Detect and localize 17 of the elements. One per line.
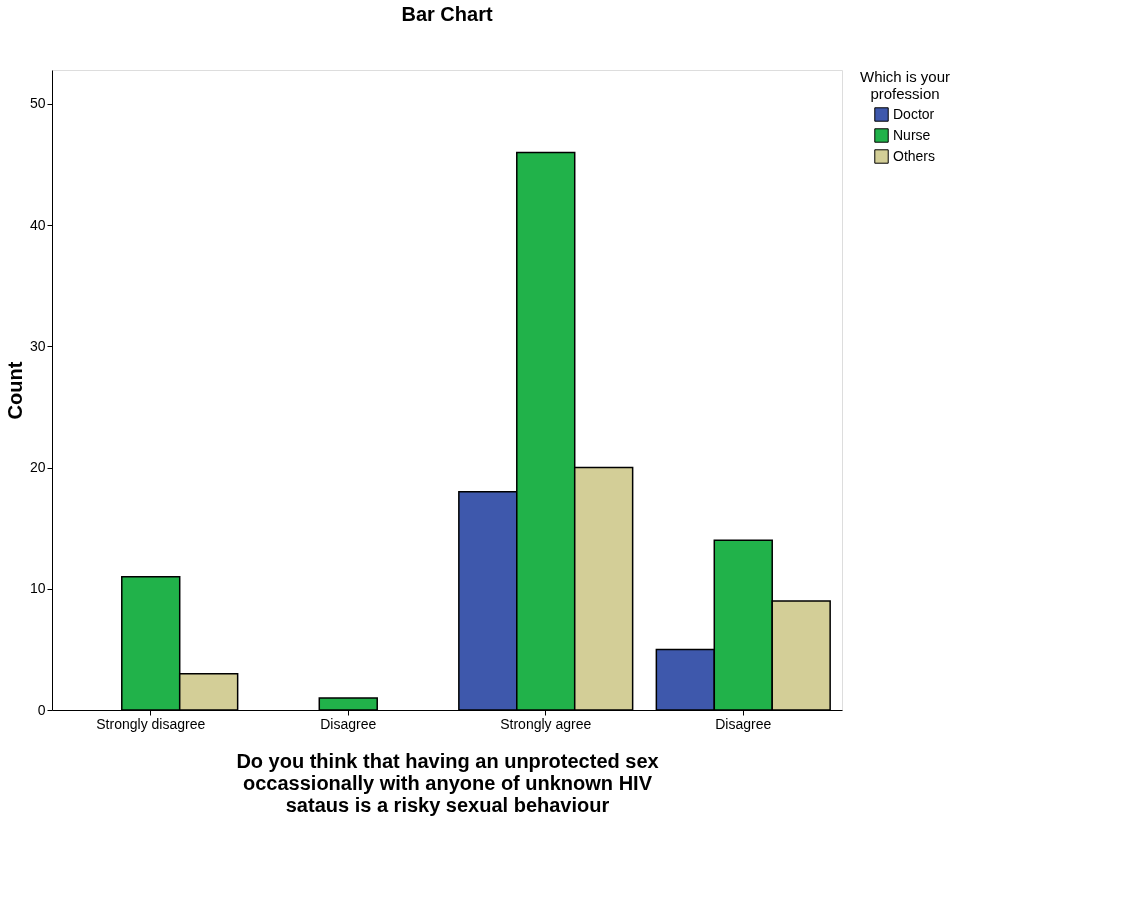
y-tick-label: 10 xyxy=(29,580,46,597)
chart-title: Bar Chart xyxy=(401,3,493,25)
legend-label: Others xyxy=(893,147,936,164)
y-axis-title: Count xyxy=(3,361,26,420)
y-tick-label: 0 xyxy=(37,701,46,718)
x-tick-label: Disagree xyxy=(715,715,772,732)
y-tick-label: 40 xyxy=(29,216,46,233)
legend-label: Nurse xyxy=(893,126,931,143)
y-tick-label: 50 xyxy=(29,95,46,112)
legend-label: Doctor xyxy=(893,105,935,122)
x-axis-title: Do you think that having an unprotected sex occassionally with anyone of unknown HIV sataus is a risky sexual behaviour xyxy=(236,749,659,816)
y-tick-label: 30 xyxy=(29,337,46,354)
x-tick-label: Strongly disagree xyxy=(96,715,206,732)
y-tick-label: 20 xyxy=(29,459,46,476)
x-tick-label: Disagree xyxy=(320,715,377,732)
x-tick-label: Strongly agree xyxy=(500,715,592,732)
legend-title: Which is your profession xyxy=(859,68,951,102)
